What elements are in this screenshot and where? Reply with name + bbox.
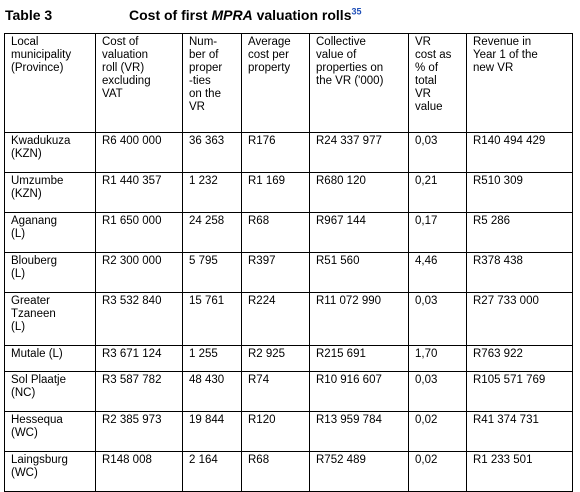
valuation-roll-cost-table: Local municipality (Province) Cost of va… (4, 33, 573, 492)
table-row: Kwadukuza (KZN) R6 400 000 36 363 R176 R… (4, 132, 573, 173)
header-cost-percentage: VR cost as % of total VR value (408, 33, 467, 133)
cell-collective-value: R752 489 (309, 451, 409, 492)
cell-vr-cost: R6 400 000 (95, 132, 183, 173)
cell-collective-value: R11 072 990 (309, 292, 409, 346)
header-revenue: Revenue in Year 1 of the new VR (466, 33, 573, 133)
cell-cost-percentage: 4,46 (408, 252, 467, 293)
cell-municipality: Hessequa (WC) (4, 411, 96, 452)
table-caption: Table 3 Cost of first MPRA valuation rol… (5, 3, 575, 31)
cell-property-count: 1 255 (182, 345, 242, 372)
cell-property-count: 15 761 (182, 292, 242, 346)
cell-collective-value: R10 916 607 (309, 371, 409, 412)
cell-revenue: R1 233 501 (466, 451, 573, 492)
cell-property-count: 24 258 (182, 212, 242, 253)
cell-vr-cost: R3 587 782 (95, 371, 183, 412)
cell-vr-cost: R3 671 124 (95, 345, 183, 372)
cell-average-cost: R68 (241, 212, 310, 253)
cell-cost-percentage: 0,21 (408, 172, 467, 213)
cell-revenue: R41 374 731 (466, 411, 573, 452)
cell-average-cost: R74 (241, 371, 310, 412)
cell-municipality: Greater Tzaneen (L) (4, 292, 96, 346)
cell-revenue: R378 438 (466, 252, 573, 293)
cell-property-count: 5 795 (182, 252, 242, 293)
cell-vr-cost: R1 650 000 (95, 212, 183, 253)
footnote-reference[interactable]: 35 (351, 6, 362, 17)
cell-collective-value: R13 959 784 (309, 411, 409, 452)
cell-revenue: R763 922 (466, 345, 573, 372)
cell-municipality: Aganang (L) (4, 212, 96, 253)
cell-cost-percentage: 0,03 (408, 132, 467, 173)
cell-municipality: Sol Plaatje (NC) (4, 371, 96, 412)
cell-cost-percentage: 0,03 (408, 371, 467, 412)
table-row: Umzumbe (KZN) R1 440 357 1 232 R1 169 R6… (4, 172, 573, 213)
cell-property-count: 48 430 (182, 371, 242, 412)
cell-property-count: 1 232 (182, 172, 242, 213)
title-suffix: valuation rolls (252, 7, 352, 23)
cell-municipality: Mutale (L) (4, 345, 96, 372)
cell-revenue: R105 571 769 (466, 371, 573, 412)
table-number: Table 3 (5, 7, 53, 23)
cell-property-count: 36 363 (182, 132, 242, 173)
cell-average-cost: R2 925 (241, 345, 310, 372)
cell-collective-value: R215 691 (309, 345, 409, 372)
cell-vr-cost: R3 532 840 (95, 292, 183, 346)
cell-municipality: Umzumbe (KZN) (4, 172, 96, 213)
table-title: Cost of first MPRA valuation rolls35 (129, 5, 362, 25)
title-acronym: MPRA (211, 7, 253, 23)
cell-revenue: R5 286 (466, 212, 573, 253)
cell-collective-value: R24 337 977 (309, 132, 409, 173)
cell-average-cost: R397 (241, 252, 310, 293)
title-prefix: Cost of first (129, 7, 212, 23)
table-row: Mutale (L) R3 671 124 1 255 R2 925 R215 … (4, 345, 573, 372)
table-row: Sol Plaatje (NC) R3 587 782 48 430 R74 R… (4, 371, 573, 412)
cell-municipality: Laingsburg (WC) (4, 451, 96, 492)
table-row: Hessequa (WC) R2 385 973 19 844 R120 R13… (4, 411, 573, 452)
cell-average-cost: R176 (241, 132, 310, 173)
table-row: Blouberg (L) R2 300 000 5 795 R397 R51 5… (4, 252, 573, 293)
table-row: Greater Tzaneen (L) R3 532 840 15 761 R2… (4, 292, 573, 346)
cell-cost-percentage: 0,02 (408, 411, 467, 452)
cell-property-count: 2 164 (182, 451, 242, 492)
cell-average-cost: R120 (241, 411, 310, 452)
table-row: Aganang (L) R1 650 000 24 258 R68 R967 1… (4, 212, 573, 253)
cell-cost-percentage: 0,03 (408, 292, 467, 346)
cell-average-cost: R224 (241, 292, 310, 346)
cell-collective-value: R967 144 (309, 212, 409, 253)
header-property-count: Num- ber of proper -ties on the VR (182, 33, 242, 133)
cell-revenue: R510 309 (466, 172, 573, 213)
header-average-cost: Average cost per property (241, 33, 310, 133)
header-vr-cost: Cost of valuation roll (VR) excluding VA… (95, 33, 183, 133)
cell-municipality: Kwadukuza (KZN) (4, 132, 96, 173)
cell-cost-percentage: 1,70 (408, 345, 467, 372)
cell-cost-percentage: 0,02 (408, 451, 467, 492)
cell-vr-cost: R2 385 973 (95, 411, 183, 452)
cell-collective-value: R680 120 (309, 172, 409, 213)
cell-revenue: R140 494 429 (466, 132, 573, 173)
cell-vr-cost: R2 300 000 (95, 252, 183, 293)
cell-municipality: Blouberg (L) (4, 252, 96, 293)
header-row: Local municipality (Province) Cost of va… (4, 33, 573, 133)
cell-collective-value: R51 560 (309, 252, 409, 293)
cell-average-cost: R1 169 (241, 172, 310, 213)
cell-average-cost: R68 (241, 451, 310, 492)
header-collective-value: Collective value of properties on the VR… (309, 33, 409, 133)
cell-cost-percentage: 0,17 (408, 212, 467, 253)
cell-vr-cost: R148 008 (95, 451, 183, 492)
table-row: Laingsburg (WC) R148 008 2 164 R68 R752 … (4, 451, 573, 492)
cell-property-count: 19 844 (182, 411, 242, 452)
header-municipality: Local municipality (Province) (4, 33, 96, 133)
cell-revenue: R27 733 000 (466, 292, 573, 346)
cell-vr-cost: R1 440 357 (95, 172, 183, 213)
